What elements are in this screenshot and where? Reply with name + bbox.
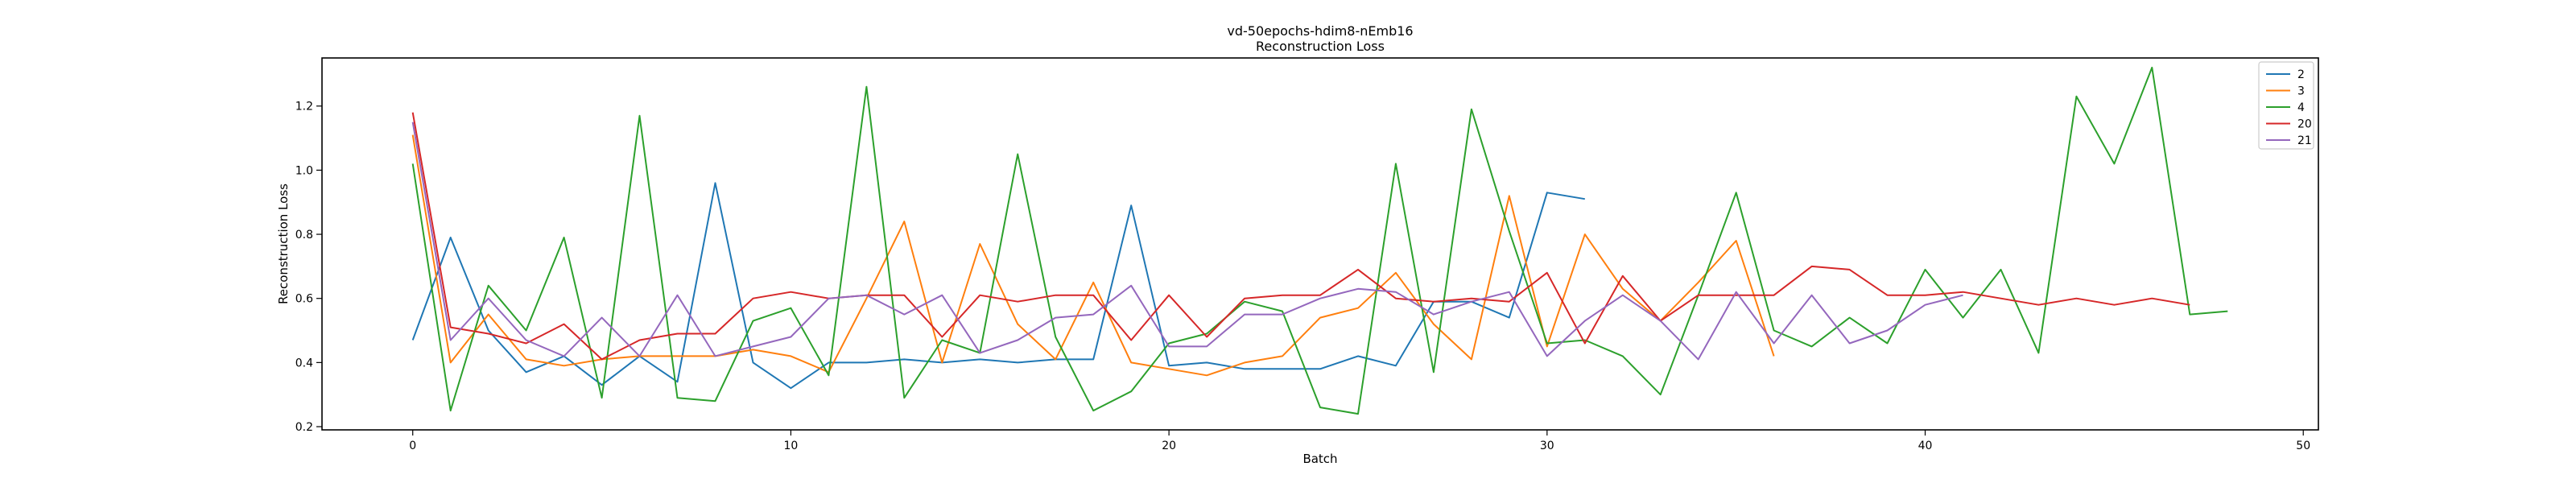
- legend-label-3: 3: [2297, 85, 2305, 98]
- legend-label-21: 21: [2297, 134, 2312, 147]
- plot-area-frame: [321, 57, 2319, 431]
- x-axis: 0 10 20 30 40 50: [409, 430, 2310, 452]
- x-tick-label: 50: [2296, 440, 2310, 452]
- y-axis: 0.2 0.4 0.6 0.8 1.0 1.2: [295, 101, 322, 434]
- x-tick-label: 30: [1540, 440, 1554, 452]
- x-tick-label: 40: [1918, 440, 1933, 452]
- y-tick-label: 0.4: [295, 357, 313, 369]
- series-line-4: [411, 66, 2228, 415]
- y-tick-label: 1.0: [295, 164, 313, 177]
- plot-lines: [411, 66, 2228, 415]
- x-tick-label: 0: [409, 440, 416, 452]
- chart-title: vd-50epochs-hdim8-nEmb16: [1227, 23, 1413, 39]
- series-line-2: [411, 182, 1585, 390]
- x-tick-label: 10: [784, 440, 799, 452]
- y-axis-label: Reconstruction Loss: [276, 184, 291, 304]
- chart-subtitle: Reconstruction Loss: [1256, 39, 1385, 54]
- series-line-3: [411, 134, 1775, 377]
- legend-box: [2258, 61, 2314, 150]
- series-line-20: [411, 112, 2190, 361]
- y-tick-label: 0.2: [295, 421, 313, 434]
- x-tick-label: 20: [1162, 440, 1176, 452]
- y-tick-label: 0.8: [295, 229, 313, 242]
- series-line-21: [411, 122, 1963, 361]
- legend: 2 3 4 20 21: [2258, 61, 2314, 150]
- y-tick-label: 1.2: [295, 101, 313, 114]
- y-tick-label: 0.6: [295, 293, 313, 306]
- legend-label-20: 20: [2297, 118, 2312, 131]
- legend-label-4: 4: [2297, 101, 2305, 114]
- legend-label-2: 2: [2297, 68, 2305, 81]
- x-axis-label: Batch: [1302, 452, 1337, 466]
